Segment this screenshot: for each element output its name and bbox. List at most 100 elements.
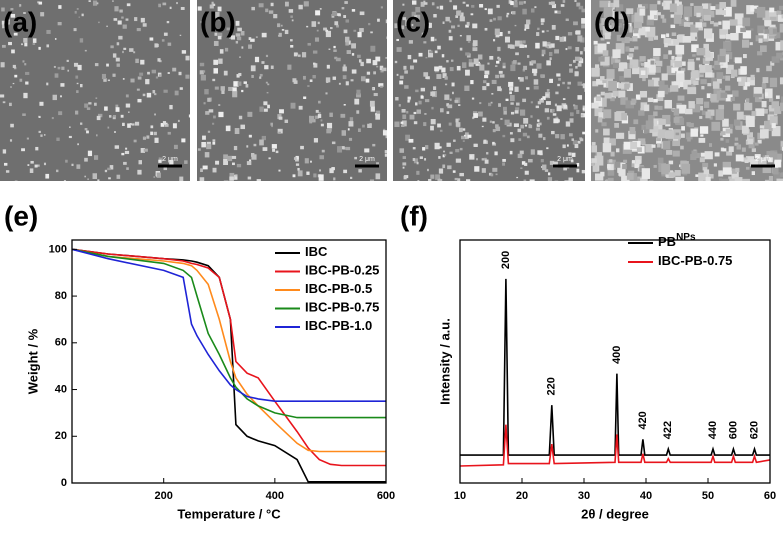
particle	[688, 122, 694, 128]
particle	[566, 144, 569, 147]
particle	[540, 158, 544, 163]
particle	[574, 71, 579, 77]
particle	[453, 5, 458, 10]
particle	[167, 131, 171, 135]
particle	[357, 128, 361, 132]
particle	[715, 4, 720, 8]
legend-label: IBC-PB-1.0	[305, 318, 372, 333]
particle	[76, 8, 79, 10]
particle	[415, 89, 419, 93]
particle	[449, 151, 453, 154]
particle	[563, 104, 568, 109]
particle	[314, 37, 320, 42]
particle	[645, 144, 653, 153]
particle	[402, 162, 407, 166]
particle	[744, 82, 750, 87]
particle	[265, 54, 269, 58]
particle	[334, 56, 338, 60]
particle	[21, 43, 23, 46]
particle	[74, 10, 77, 14]
particle	[290, 102, 296, 109]
particle	[158, 74, 161, 77]
particle	[125, 18, 129, 21]
particle	[708, 143, 713, 147]
particle	[747, 138, 753, 145]
particle	[375, 56, 381, 62]
particle	[733, 119, 741, 126]
particle	[455, 118, 459, 123]
particle	[380, 6, 383, 9]
particle	[602, 50, 609, 56]
particle	[231, 162, 235, 166]
particle	[87, 150, 93, 157]
particle	[508, 0, 512, 4]
particle	[297, 170, 303, 177]
particle	[364, 148, 370, 153]
particle	[437, 45, 441, 50]
particle	[430, 36, 435, 42]
particle	[771, 56, 780, 63]
particle	[263, 101, 268, 106]
sem-image: (d)2 μm	[591, 0, 783, 181]
particle	[626, 8, 634, 15]
particle	[680, 68, 686, 72]
particle	[112, 0, 114, 2]
particle	[278, 116, 283, 120]
particle	[435, 174, 441, 180]
particle	[663, 0, 672, 10]
particle	[766, 65, 772, 72]
particle	[477, 54, 483, 60]
particle	[84, 49, 87, 52]
particle	[318, 174, 324, 181]
particle	[740, 66, 747, 75]
particle	[666, 87, 672, 93]
particle	[532, 68, 538, 74]
particle	[119, 9, 123, 13]
particle	[775, 95, 780, 99]
particle	[619, 76, 625, 81]
particle	[431, 106, 434, 110]
particle	[582, 131, 585, 135]
particle	[568, 152, 572, 156]
particle	[394, 60, 398, 64]
particle	[762, 164, 772, 174]
particle	[136, 27, 141, 32]
particle	[259, 73, 263, 77]
particle	[703, 43, 709, 52]
particle	[350, 79, 354, 82]
particle	[635, 94, 641, 100]
particle	[713, 163, 717, 167]
scale-bar-label: 2 μm	[359, 156, 375, 163]
particle	[734, 177, 743, 181]
particle	[458, 104, 461, 106]
particle	[6, 27, 9, 31]
particle	[616, 34, 625, 42]
particle	[713, 22, 719, 27]
particle	[525, 76, 528, 80]
particle	[595, 129, 599, 133]
particle	[433, 14, 437, 18]
particle	[549, 57, 552, 60]
particle	[484, 8, 487, 11]
particle	[668, 160, 674, 165]
particle	[122, 78, 125, 80]
particle	[403, 175, 407, 180]
particle	[768, 175, 773, 181]
particle	[468, 62, 474, 67]
particle	[13, 66, 17, 70]
legend-name: PB	[658, 234, 676, 249]
particle	[706, 93, 712, 99]
particle	[462, 1, 466, 4]
particle	[595, 97, 601, 102]
particle	[704, 151, 713, 160]
particle	[639, 90, 648, 98]
particle	[542, 41, 547, 47]
particle	[762, 108, 768, 114]
particle	[653, 111, 658, 117]
particle	[541, 53, 545, 57]
particle	[720, 147, 724, 152]
particle	[546, 89, 550, 92]
particle	[674, 170, 681, 176]
particle	[758, 157, 767, 166]
particle	[92, 0, 98, 6]
